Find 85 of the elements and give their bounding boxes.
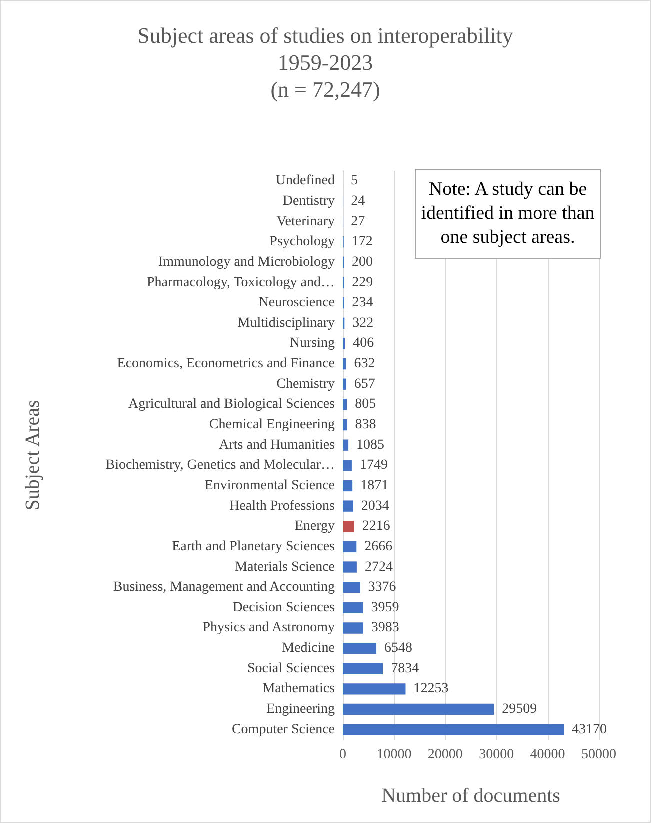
y-tick-label: Psychology: [270, 234, 335, 250]
data-label: 1871: [360, 478, 389, 494]
data-label: 805: [355, 397, 376, 412]
bar: [343, 663, 384, 674]
bar: [343, 521, 354, 532]
y-tick-label: Economics, Econometrics and Finance: [117, 356, 335, 372]
y-tick-label: Neuroscience: [258, 296, 335, 311]
y-tick-label: Materials Science: [235, 560, 335, 575]
data-label: 1085: [356, 438, 385, 453]
y-tick-label: Social Sciences: [248, 661, 335, 676]
annotation: Note: A study can be identified in more than one subject areas.: [420, 178, 596, 250]
chart-title: Subject areas of studies on interoperability 1959-2023 (n = 72,247): [138, 23, 514, 102]
x-tick-label: 50000: [582, 748, 616, 762]
bar: [343, 602, 364, 614]
data-label: 838: [355, 418, 376, 433]
bar: [343, 419, 348, 431]
y-tick-label: Environmental Science: [204, 478, 335, 494]
y-tick-label: Energy: [294, 519, 335, 534]
x-tick-label: 10000: [376, 748, 412, 762]
bar: [343, 642, 377, 654]
data-label: 29509: [502, 702, 538, 718]
bar: [343, 378, 346, 390]
data-label: 406: [353, 336, 374, 352]
data-label: 24: [351, 194, 366, 209]
data-label: 3983: [371, 620, 400, 636]
y-tick-label: Dentistry: [282, 194, 335, 209]
y-tick-label: Computer Science: [232, 722, 335, 738]
bar: [343, 480, 353, 492]
y-tick-label: Mathematics: [262, 682, 335, 697]
y-tick-label: Decision Sciences: [232, 600, 335, 616]
bar: [343, 582, 360, 594]
bar: [343, 704, 494, 716]
y-tick-label: Multidisciplinary: [238, 316, 335, 331]
y-tick-label: Physics and Astronomy: [202, 620, 335, 636]
y-axis-title: Subject Areas: [22, 400, 44, 511]
data-label: 3376: [368, 580, 396, 596]
data-label: 3959: [371, 600, 400, 616]
x-axis-title: Number of documents: [382, 785, 561, 807]
x-tick-label: 0: [340, 748, 346, 762]
bar: [343, 460, 352, 472]
data-label: 632: [354, 356, 376, 372]
y-tick-label: Business, Management and Accounting: [113, 580, 335, 596]
y-tick-label: Health Professions: [230, 498, 335, 514]
bar: [343, 399, 348, 410]
y-tick-label: Pharmacology, Toxicology and…: [147, 275, 335, 290]
x-tick-label: 40000: [530, 748, 566, 762]
bar: [343, 358, 346, 370]
y-tick-label: Immunology and Microbiology: [158, 254, 335, 270]
bar: [343, 562, 357, 573]
y-tick-label: Nursing: [290, 336, 335, 352]
data-label: 2724: [364, 560, 393, 575]
y-tick-label: Biochemistry, Genetics and Molecular…: [106, 458, 335, 474]
x-tick-label: 30000: [479, 748, 514, 762]
data-label: 6548: [384, 641, 413, 656]
bar: [343, 541, 357, 553]
y-tick-label: Agricultural and Biological Sciences: [128, 397, 335, 412]
y-tick-label: Arts and Humanities: [219, 438, 335, 453]
y-tick-label: Earth and Planetary Sciences: [172, 539, 335, 554]
data-label: 234: [352, 296, 374, 311]
data-label: 2216: [362, 519, 390, 534]
x-tick-label: 20000: [428, 748, 463, 762]
y-tick-label: Engineering: [266, 702, 335, 718]
bar: [343, 724, 564, 736]
data-label: 43170: [572, 722, 608, 738]
data-label: 12253: [414, 682, 449, 697]
data-label: 7834: [391, 661, 420, 676]
data-label: 2666: [364, 539, 393, 554]
y-tick-label: Chemistry: [276, 376, 335, 392]
data-label: 27: [351, 214, 366, 230]
bar: [343, 500, 354, 512]
data-label: 5: [351, 174, 358, 189]
data-label: 200: [352, 254, 374, 270]
data-label: 2034: [361, 498, 390, 514]
y-tick-label: Medicine: [282, 641, 335, 656]
bar: [343, 622, 364, 634]
y-tick-label: Undefined: [276, 174, 335, 189]
bar: [343, 684, 406, 695]
data-label: 322: [352, 316, 374, 331]
y-tick-label: Veterinary: [276, 214, 335, 230]
data-label: 657: [354, 376, 376, 392]
data-label: 229: [352, 275, 374, 290]
data-label: 172: [352, 234, 373, 250]
bar: [343, 440, 349, 451]
data-label: 1749: [360, 458, 388, 474]
y-tick-label: Chemical Engineering: [209, 418, 335, 433]
